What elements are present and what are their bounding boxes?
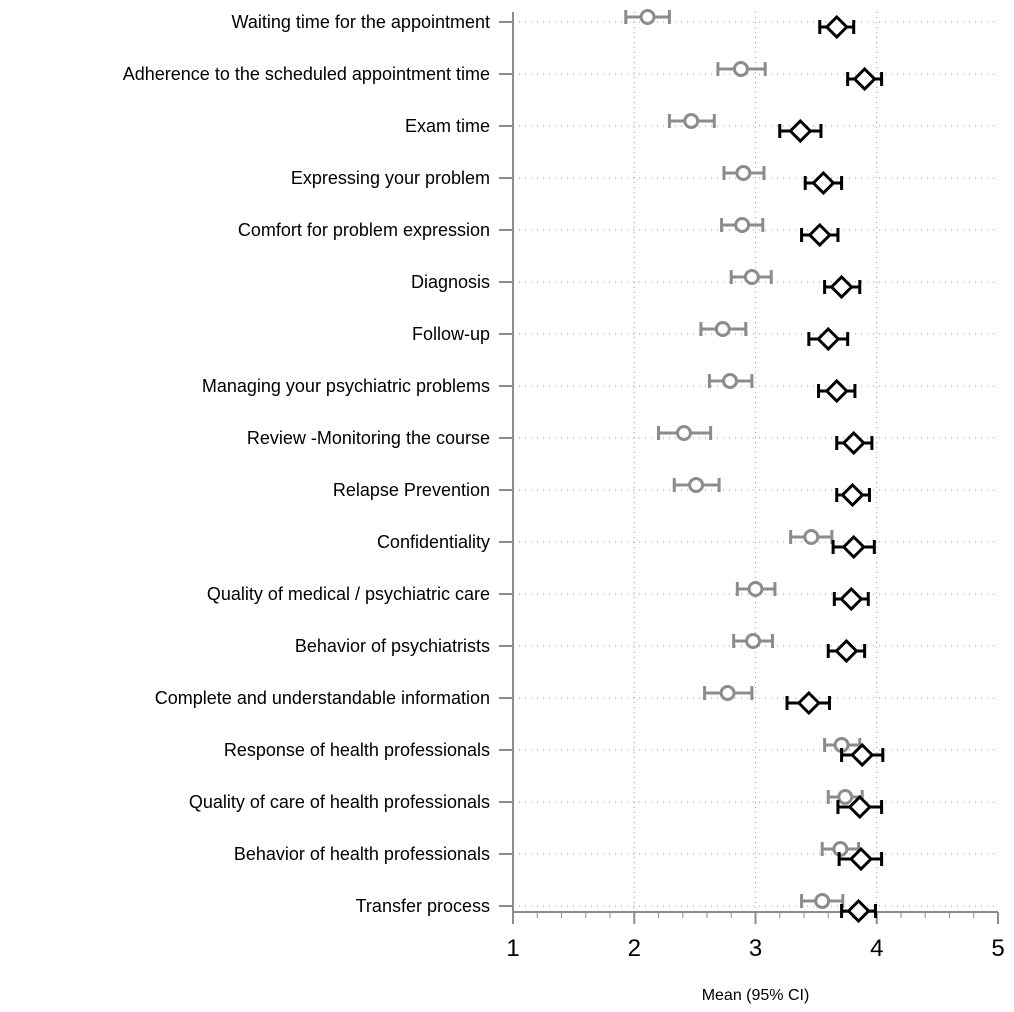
mean-point-diamond xyxy=(811,170,836,196)
category-label: Transfer process xyxy=(356,896,490,916)
mean-point-circle xyxy=(722,373,739,389)
category-label: Quality of care of health professionals xyxy=(189,792,490,812)
category-label: Waiting time for the appointment xyxy=(232,12,490,32)
mean-point-diamond xyxy=(840,482,865,508)
category-label: Comfort for problem expression xyxy=(238,220,490,240)
mean-point-diamond xyxy=(829,274,854,300)
mean-point-circle xyxy=(747,581,764,597)
mean-point-diamond xyxy=(850,742,875,768)
category-label: Adherence to the scheduled appointment t… xyxy=(123,64,490,84)
mean-point-circle xyxy=(837,789,854,805)
category-label: Follow-up xyxy=(412,324,490,344)
x-tick-label: 5 xyxy=(991,935,1004,962)
grid-layer xyxy=(513,12,998,912)
category-label: Diagnosis xyxy=(411,272,490,292)
mean-point-diamond xyxy=(848,846,874,872)
mean-point-circle xyxy=(732,61,749,77)
mean-point-diamond xyxy=(796,690,821,716)
mean-point-diamond xyxy=(788,118,813,144)
mean-point-diamond xyxy=(824,378,849,404)
mean-point-circle xyxy=(714,321,731,337)
mean-point-diamond xyxy=(846,898,871,924)
x-tick-label: 4 xyxy=(870,935,883,962)
mean-point-diamond xyxy=(834,638,859,664)
mean-point-circle xyxy=(814,893,831,909)
mean-point-circle xyxy=(735,165,752,181)
mean-point-diamond xyxy=(807,222,832,248)
category-label: Managing your psychiatric problems xyxy=(202,376,490,396)
mean-point-circle xyxy=(734,217,751,233)
axes-layer: 1 2 3 4 5 xyxy=(499,12,1005,962)
mean-point-circle xyxy=(675,425,692,441)
category-label: Relapse Prevention xyxy=(333,480,490,500)
category-label: Quality of medical / psychiatric care xyxy=(207,584,490,604)
mean-point-circle xyxy=(743,269,760,285)
category-labels: Waiting time for the appointment Adherenc… xyxy=(123,12,490,916)
mean-point-circle xyxy=(688,477,705,493)
series-layer xyxy=(624,9,885,924)
mean-point-circle xyxy=(719,685,736,701)
mean-point-circle xyxy=(683,113,700,129)
x-axis-title: Mean (95% CI) xyxy=(702,987,810,1004)
mean-point-diamond xyxy=(816,326,841,352)
mean-point-diamond xyxy=(824,14,849,40)
series-circle xyxy=(624,9,864,909)
mean-point-diamond xyxy=(852,66,877,92)
mean-point-circle xyxy=(803,529,820,545)
mean-point-diamond xyxy=(839,586,864,612)
x-tick-label: 3 xyxy=(749,935,762,962)
mean-point-diamond xyxy=(841,430,866,456)
category-label: Behavior of psychiatrists xyxy=(295,636,490,656)
mean-point-diamond xyxy=(847,794,872,820)
mean-point-circle xyxy=(745,633,762,649)
category-label: Exam time xyxy=(405,116,490,136)
category-label: Behavior of health professionals xyxy=(234,844,490,864)
mean-point-diamond xyxy=(841,534,866,560)
x-tick-label: 1 xyxy=(506,935,519,962)
category-label: Confidentiality xyxy=(377,532,490,552)
category-label: Review -Monitoring the course xyxy=(247,428,490,448)
category-label: Complete and understandable information xyxy=(155,688,490,708)
series-diamond xyxy=(778,14,885,924)
category-label: Expressing your problem xyxy=(291,168,490,188)
category-label: Response of health professionals xyxy=(224,740,490,760)
mean-point-circle xyxy=(639,9,656,25)
x-tick-label: 2 xyxy=(628,935,641,962)
